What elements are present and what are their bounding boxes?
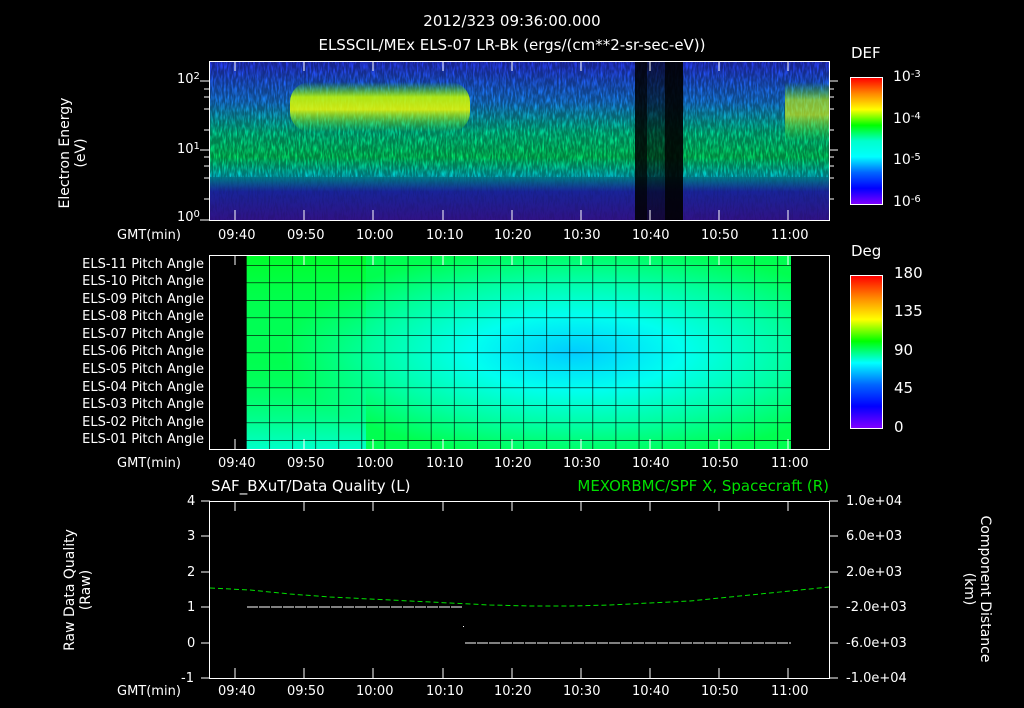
- panel3-title-right: MEXORBMC/SPF X, Spacecraft (R): [577, 477, 829, 495]
- panel3-ylabel-right-unit: (km): [961, 572, 977, 606]
- xtick: 10:00: [356, 684, 394, 699]
- panel3-ylabel-left-text: Raw Data Quality: [62, 529, 78, 651]
- panel1-ylabel-text: Electron Energy: [57, 97, 73, 209]
- panel1-colorbar-title: DEF: [851, 44, 881, 62]
- ytick: 2: [187, 565, 196, 580]
- plot-timestamp: 2012/323 09:36:00.000: [423, 12, 601, 30]
- ytick-right: 6.0e+03: [846, 529, 903, 544]
- deg-colorbar-tick: 135: [894, 302, 923, 320]
- xtick: 11:00: [771, 684, 809, 699]
- xtick: 10:30: [563, 228, 601, 243]
- row-label: ELS-07 Pitch Angle: [82, 327, 204, 342]
- row-label: ELS-04 Pitch Angle: [82, 380, 204, 395]
- ytick-right: -2.0e+03: [846, 600, 907, 615]
- deg-colorbar-tick: 0: [894, 418, 904, 436]
- xtick: 10:40: [632, 456, 670, 471]
- panel1-ytick-1: 100: [177, 209, 200, 225]
- panel3-ylabel-left-unit: (Raw): [78, 569, 94, 611]
- xtick: 10:50: [701, 684, 739, 699]
- xtick: 09:50: [287, 456, 325, 471]
- row-label: ELS-11 Pitch Angle: [82, 257, 204, 272]
- ytick-right: 1.0e+04: [846, 494, 903, 509]
- xtick: 10:10: [426, 228, 464, 243]
- data-quality-plot: [210, 586, 829, 644]
- def-colorbar-tick: 10-3: [893, 69, 921, 85]
- def-colorbar-tick: 10-6: [893, 194, 921, 210]
- panel1-xlabel: GMT(min): [117, 228, 181, 243]
- xtick: 10:50: [701, 228, 739, 243]
- xtick: 11:00: [771, 228, 809, 243]
- xtick: 09:50: [287, 684, 325, 699]
- panel2-colorbar-title: Deg: [851, 242, 882, 260]
- panel1-ylabel-unit: (eV): [73, 138, 89, 168]
- panel1-ylabel: Electron Energy (eV): [57, 73, 89, 233]
- xtick: 10:20: [494, 228, 532, 243]
- row-label: ELS-01 Pitch Angle: [82, 432, 204, 447]
- panel3-title-left: SAF_BXuT/Data Quality (L): [211, 477, 411, 495]
- xtick: 10:50: [701, 456, 739, 471]
- xtick: 09:40: [218, 684, 256, 699]
- xtick: 10:20: [494, 684, 532, 699]
- panel3-xlabel: GMT(min): [117, 684, 181, 699]
- xtick: 09:50: [287, 228, 325, 243]
- deg-colorbar: [850, 275, 883, 429]
- row-label: ELS-06 Pitch Angle: [82, 344, 204, 359]
- xtick: 09:40: [218, 456, 256, 471]
- xtick: 10:40: [632, 228, 670, 243]
- ytick: 0: [187, 636, 196, 651]
- def-colorbar: [850, 77, 883, 205]
- xtick: 09:40: [218, 228, 256, 243]
- deg-colorbar-tick: 180: [894, 264, 923, 282]
- panel1-ytick-10: 101: [177, 141, 200, 157]
- panel2-xlabel: GMT(min): [117, 456, 181, 471]
- xtick: 10:10: [426, 456, 464, 471]
- xtick: 10:00: [356, 456, 394, 471]
- pitch-angle-panel: [209, 255, 830, 450]
- ytick-right: 2.0e+03: [846, 565, 903, 580]
- row-label: ELS-09 Pitch Angle: [82, 292, 204, 307]
- plot-subtitle: ELSSCIL/MEx ELS-07 LR-Bk (ergs/(cm**2-sr…: [318, 36, 706, 54]
- panel3-ylabel-right: Component Distance (km): [961, 509, 993, 669]
- panel3-ylabel-left: Raw Data Quality (Raw): [62, 510, 94, 670]
- xtick: 11:00: [771, 456, 809, 471]
- energy-spectrogram-panel: [209, 61, 830, 221]
- row-label: ELS-02 Pitch Angle: [82, 415, 204, 430]
- ytick-right: -1.0e+04: [846, 671, 907, 686]
- ytick: 4: [187, 494, 196, 509]
- ytick: -1: [181, 671, 194, 686]
- xtick: 10:00: [356, 228, 394, 243]
- xtick: 10:10: [426, 684, 464, 699]
- row-label: ELS-10 Pitch Angle: [82, 274, 204, 289]
- deg-colorbar-tick: 45: [894, 379, 914, 397]
- def-colorbar-tick: 10-5: [893, 152, 921, 168]
- ytick: 3: [187, 529, 196, 544]
- def-colorbar-tick: 10-4: [893, 111, 921, 127]
- xtick: 10:30: [563, 456, 601, 471]
- xtick: 10:40: [632, 684, 670, 699]
- pitch-angle-heatmap: [246, 256, 791, 449]
- row-label: ELS-03 Pitch Angle: [82, 397, 204, 412]
- panel3-ylabel-right-text: Component Distance: [977, 515, 993, 663]
- deg-colorbar-tick: 90: [894, 341, 914, 359]
- panel1-ytick-100: 102: [177, 71, 200, 87]
- ytick-right: -6.0e+03: [846, 636, 907, 651]
- energy-spectrogram: [210, 62, 829, 220]
- row-label: ELS-05 Pitch Angle: [82, 362, 204, 377]
- xtick: 10:20: [494, 456, 532, 471]
- xtick: 10:30: [563, 684, 601, 699]
- row-label: ELS-08 Pitch Angle: [82, 309, 204, 324]
- ytick: 1: [187, 600, 196, 615]
- spf-x-line: [210, 586, 829, 607]
- data-quality-panel: [209, 501, 830, 679]
